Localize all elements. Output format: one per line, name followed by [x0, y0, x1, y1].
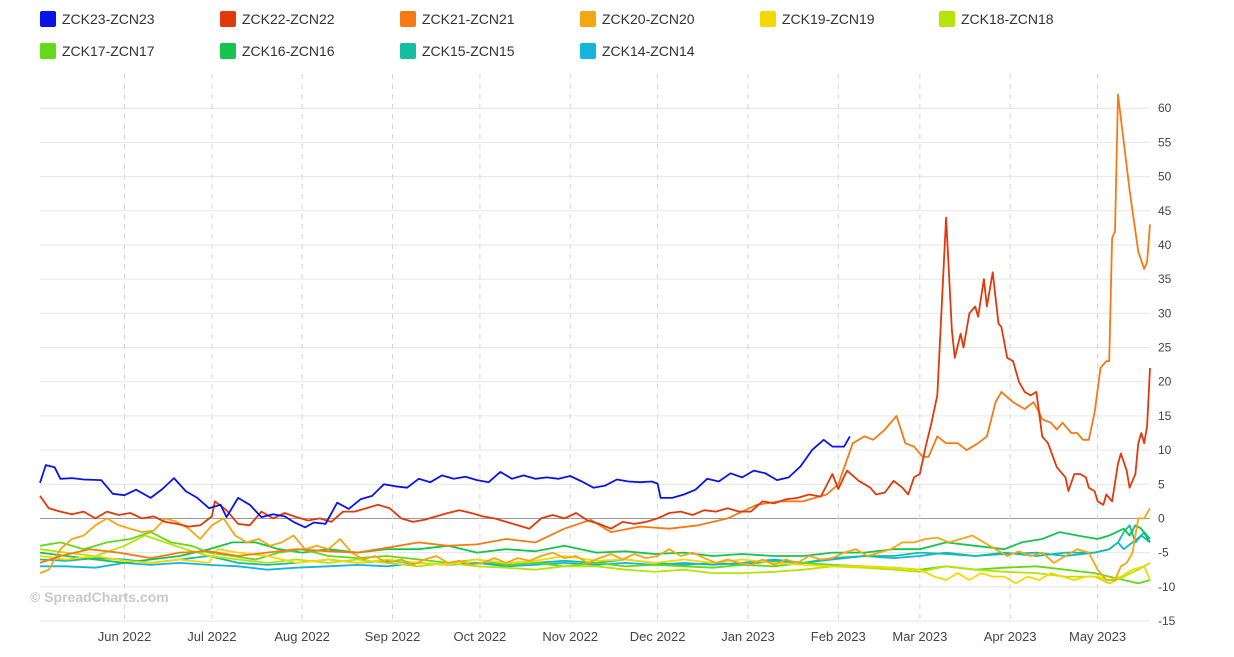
- x-tick-label: Mar 2023: [892, 629, 947, 644]
- series-line: [39, 534, 1151, 585]
- legend-label: ZCK22-ZCN22: [242, 11, 335, 27]
- legend-swatch: [40, 43, 56, 59]
- legend-label: ZCK18-ZCN18: [961, 11, 1054, 27]
- legend-item[interactable]: ZCK15-ZCN15: [400, 43, 515, 59]
- legend-item[interactable]: ZCK22-ZCN22: [220, 11, 335, 27]
- y-tick-label: 60: [1158, 101, 1172, 115]
- x-tick-label: Jun 2022: [98, 629, 152, 644]
- legend-swatch: [760, 11, 776, 27]
- watermark-text: © SpreadCharts.com: [30, 589, 169, 605]
- x-tick-label: Jul 2022: [187, 629, 236, 644]
- legend-item[interactable]: ZCK20-ZCN20: [580, 11, 695, 27]
- series-line: [39, 93, 1151, 564]
- x-tick-label: May 2023: [1069, 629, 1126, 644]
- series-line: [39, 507, 1151, 581]
- x-tick-label: Jan 2023: [721, 629, 775, 644]
- y-tick-label: -10: [1158, 580, 1176, 594]
- y-tick-label: 0: [1158, 511, 1165, 525]
- y-tick-label: 10: [1158, 443, 1172, 457]
- grid-lines: [40, 74, 1150, 622]
- legend-label: ZCK23-ZCN23: [62, 11, 155, 27]
- x-tick-label: Nov 2022: [542, 629, 598, 644]
- legend-item[interactable]: ZCK14-ZCN14: [580, 43, 695, 59]
- legend-swatch: [220, 11, 236, 27]
- legend-label: ZCK20-ZCN20: [602, 11, 695, 27]
- legend-label: ZCK21-ZCN21: [422, 11, 515, 27]
- legend-swatch: [40, 11, 56, 27]
- legend-swatch: [580, 11, 596, 27]
- y-tick-label: 50: [1158, 170, 1172, 184]
- legend-item[interactable]: ZCK18-ZCN18: [939, 11, 1054, 27]
- legend-item[interactable]: ZCK16-ZCN16: [220, 43, 335, 59]
- legend-label: ZCK14-ZCN14: [602, 43, 695, 59]
- x-tick-label: Feb 2023: [811, 629, 866, 644]
- legend-item[interactable]: ZCK23-ZCN23: [40, 11, 155, 27]
- y-tick-label: 15: [1158, 409, 1172, 423]
- y-tick-label: 5: [1158, 477, 1165, 491]
- legend-label: ZCK19-ZCN19: [782, 11, 875, 27]
- legend-label: ZCK15-ZCN15: [422, 43, 515, 59]
- y-tick-label: 30: [1158, 306, 1172, 320]
- legend-label: ZCK17-ZCN17: [62, 43, 155, 59]
- y-tick-label: 20: [1158, 375, 1172, 389]
- x-tick-label: Dec 2022: [630, 629, 686, 644]
- x-tick-label: Apr 2023: [984, 629, 1037, 644]
- legend-swatch: [939, 11, 955, 27]
- legend-swatch: [580, 43, 596, 59]
- x-tick-label: Oct 2022: [454, 629, 507, 644]
- x-tick-label: Aug 2022: [274, 629, 330, 644]
- y-tick-label: -5: [1158, 546, 1169, 560]
- series-line: [39, 435, 851, 529]
- legend-swatch: [400, 11, 416, 27]
- y-tick-label: 55: [1158, 135, 1172, 149]
- y-tick-label: 25: [1158, 341, 1172, 355]
- y-tick-label: 35: [1158, 272, 1172, 286]
- legend-swatch: [220, 43, 236, 59]
- legend-item[interactable]: ZCK17-ZCN17: [40, 43, 155, 59]
- series-line: [39, 216, 1151, 530]
- legend-swatch: [400, 43, 416, 59]
- y-tick-label: 40: [1158, 238, 1172, 252]
- x-tick-label: Sep 2022: [365, 629, 421, 644]
- series-line: [39, 531, 1151, 585]
- legend-label: ZCK16-ZCN16: [242, 43, 335, 59]
- legend-item[interactable]: ZCK21-ZCN21: [400, 11, 515, 27]
- chart-legend: ZCK23-ZCN23 ZCK22-ZCN22 ZCK21-ZCN21 ZCK20-Z…: [0, 0, 1234, 70]
- y-tick-label: 45: [1158, 204, 1172, 218]
- legend-item[interactable]: ZCK19-ZCN19: [760, 11, 875, 27]
- y-tick-label: -15: [1158, 614, 1176, 628]
- series-line: [39, 524, 1151, 564]
